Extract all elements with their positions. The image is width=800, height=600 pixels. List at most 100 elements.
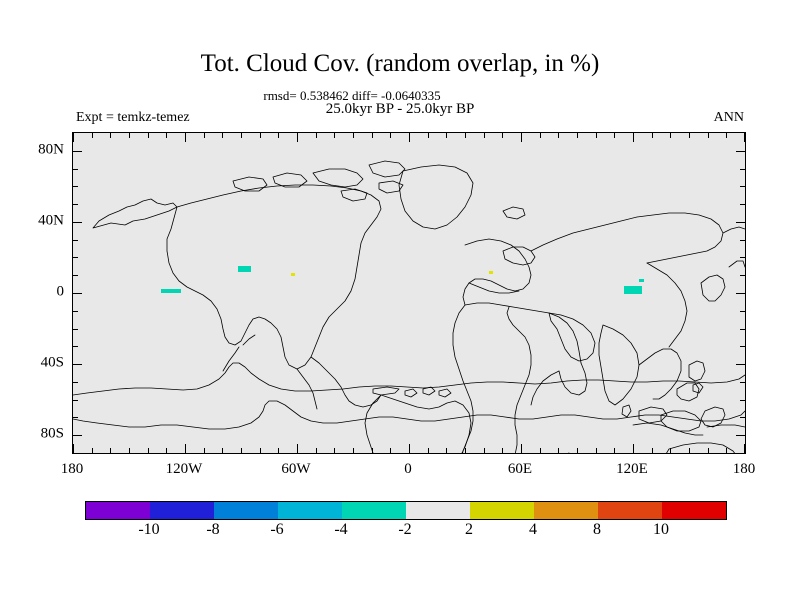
swatch-dark-orange[interactable] — [598, 502, 662, 519]
y-tick — [73, 381, 78, 383]
colorbar-tick-label: 4 — [529, 521, 537, 538]
x-tick — [91, 448, 93, 453]
x-tick — [446, 448, 448, 453]
x-tick — [558, 448, 560, 453]
experiment-label: Expt = temkz-temez — [76, 110, 190, 125]
x-tick — [483, 448, 485, 453]
colorbar-tick-label: -8 — [206, 521, 220, 538]
y-tick — [73, 417, 78, 419]
swatch-red[interactable] — [662, 502, 726, 519]
swatch-yellow[interactable] — [470, 502, 534, 519]
y-tick — [740, 346, 745, 348]
x-tick — [147, 448, 149, 453]
x-tick — [334, 133, 336, 138]
y-tick — [73, 364, 82, 366]
y-tick — [740, 381, 745, 383]
venezuela-patch — [291, 272, 296, 276]
x-tick — [110, 448, 112, 453]
y-tick — [736, 293, 745, 294]
x-axis-label: 180 — [60, 461, 84, 477]
x-tick — [651, 133, 653, 138]
x-tick — [707, 133, 709, 138]
x-tick — [91, 133, 93, 138]
y-axis-label: 0 — [56, 283, 65, 300]
y-tick — [73, 150, 82, 152]
colorbar[interactable] — [85, 501, 727, 520]
y-tick — [740, 239, 745, 241]
x-tick — [521, 133, 522, 142]
y-tick — [740, 417, 745, 419]
x-tick — [744, 444, 745, 453]
swatch-light-blue[interactable] — [214, 502, 278, 519]
x-tick — [147, 133, 149, 138]
x-tick — [409, 133, 410, 142]
equatorial-pacific-patch — [160, 289, 182, 293]
x-tick — [73, 133, 74, 142]
y-tick — [73, 328, 78, 330]
y-tick — [736, 435, 745, 437]
central-america-patch — [238, 265, 252, 273]
y-tick — [73, 435, 82, 437]
x-tick — [371, 448, 373, 453]
x-tick — [166, 133, 168, 138]
swatch-violet[interactable] — [86, 502, 150, 519]
y-axis-label: 80N — [38, 141, 64, 158]
x-tick — [222, 133, 224, 138]
x-tick — [185, 133, 186, 142]
x-tick — [539, 133, 541, 138]
y-tick — [73, 346, 78, 348]
statistics-line: rmsd= 0.538462 diff= -0.0640335 — [263, 88, 441, 103]
y-tick — [740, 310, 745, 312]
x-tick — [185, 444, 186, 453]
y-tick — [740, 328, 745, 330]
y-tick — [740, 257, 745, 259]
x-axis-label: 0 — [404, 461, 412, 477]
x-axis-label: 60W — [281, 461, 311, 477]
swatch-blue[interactable] — [150, 502, 214, 519]
x-tick — [633, 444, 634, 453]
x-tick — [353, 448, 354, 453]
x-tick — [521, 444, 522, 453]
x-tick — [577, 133, 578, 138]
x-tick — [371, 133, 373, 138]
x-tick — [427, 133, 429, 138]
x-tick — [465, 133, 466, 138]
y-tick — [73, 257, 78, 259]
x-tick — [446, 133, 448, 138]
x-tick — [297, 133, 298, 142]
x-tick — [278, 448, 280, 453]
colorbar-tick-label: -4 — [334, 521, 348, 538]
y-axis-label: 40N — [38, 212, 64, 229]
x-tick — [297, 444, 298, 453]
colorbar-tick-label: 8 — [593, 521, 601, 538]
x-tick — [390, 448, 392, 453]
x-tick — [614, 448, 616, 453]
x-tick — [390, 133, 392, 138]
x-tick — [334, 448, 336, 453]
swatch-teal[interactable] — [342, 502, 406, 519]
colorbar-tick-label: -10 — [138, 521, 160, 538]
y-tick — [736, 150, 745, 152]
x-tick — [110, 133, 112, 138]
y-tick — [73, 399, 78, 401]
y-tick — [73, 275, 78, 277]
swatch-neutral[interactable] — [406, 502, 470, 519]
x-tick — [502, 448, 504, 453]
x-tick — [744, 133, 745, 142]
y-tick — [740, 275, 745, 277]
x-tick — [670, 133, 672, 138]
x-axis-label: 60E — [507, 461, 533, 477]
y-tick — [736, 221, 745, 223]
page-title: Tot. Cloud Cov. (random overlap, in %) — [200, 50, 600, 77]
swatch-orange[interactable] — [534, 502, 598, 519]
x-tick — [670, 448, 672, 453]
x-tick — [465, 448, 466, 453]
x-tick — [427, 448, 429, 453]
x-tick — [129, 448, 130, 453]
x-tick — [315, 133, 317, 138]
period-line: 25.0kyr BP - 25.0kyr BP — [325, 101, 475, 117]
swatch-cyan[interactable] — [278, 502, 342, 519]
y-tick — [73, 310, 78, 312]
x-tick — [241, 133, 242, 138]
